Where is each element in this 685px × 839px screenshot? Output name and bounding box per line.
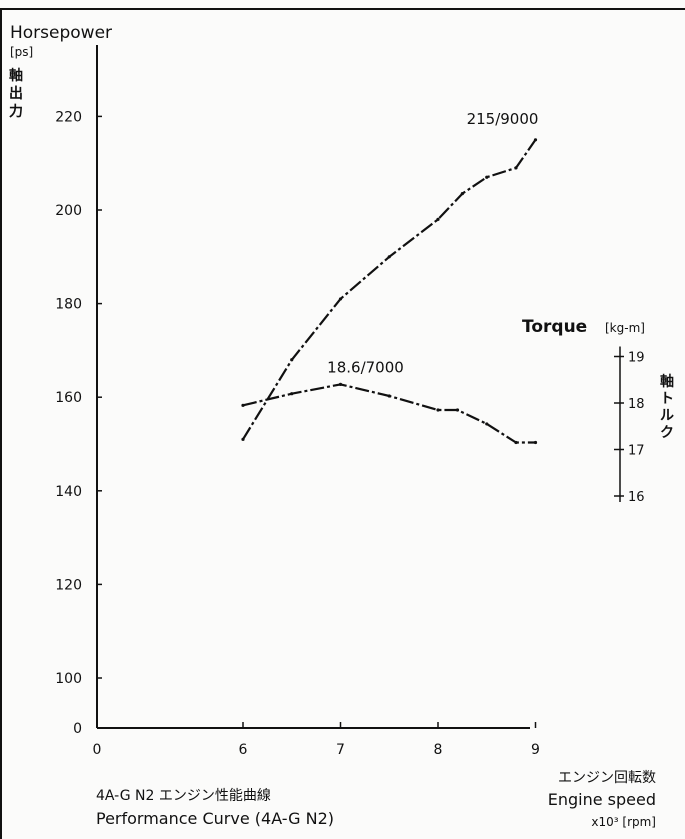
x-tick-label: 0 bbox=[93, 742, 102, 758]
torque-point bbox=[455, 408, 460, 412]
horsepower-point bbox=[485, 175, 489, 179]
x-axis-label-jp: エンジン回転数 bbox=[558, 770, 656, 786]
left-border-line bbox=[0, 8, 2, 839]
horsepower-point bbox=[338, 297, 343, 301]
torque-point bbox=[533, 440, 538, 445]
horsepower-point bbox=[436, 217, 440, 221]
x-tick-label: 9 bbox=[531, 742, 540, 758]
y-left-tick-label: 140 bbox=[55, 484, 82, 500]
y-left-tick-label: 220 bbox=[55, 109, 82, 125]
horsepower-point bbox=[514, 166, 518, 170]
y-left-tick-label: 200 bbox=[55, 203, 82, 219]
y-right-jp-char: ル bbox=[660, 408, 674, 424]
y-left-tick-label: 120 bbox=[55, 577, 82, 593]
x-axis-unit: x10³ [rpm] bbox=[591, 815, 656, 829]
torque-point bbox=[387, 394, 391, 398]
horsepower-point bbox=[290, 358, 294, 362]
y-left-jp-char: 力 bbox=[9, 103, 23, 120]
x-tick-label: 6 bbox=[239, 742, 248, 758]
y-right-tick-label: 17 bbox=[628, 444, 645, 459]
horsepower-point bbox=[460, 192, 464, 196]
y-left-jp-char: 出 bbox=[9, 85, 23, 102]
torque-point bbox=[436, 408, 440, 412]
y-right-jp-char: ク bbox=[660, 425, 674, 441]
horsepower-point bbox=[241, 437, 245, 441]
y-right-tick-label: 19 bbox=[628, 351, 645, 366]
horsepower-line bbox=[242, 139, 537, 440]
torque-point bbox=[514, 440, 518, 445]
x-tick-label: 7 bbox=[336, 742, 345, 758]
torque-point bbox=[485, 422, 489, 426]
x-tick-label: 8 bbox=[434, 742, 443, 758]
y-right-jp-char: 軸 bbox=[660, 373, 674, 390]
x-axis-label-en: Engine speed bbox=[548, 790, 656, 809]
top-border-line bbox=[0, 8, 685, 10]
y-right-title: Torque bbox=[522, 317, 587, 337]
y-left-unit: [ps] bbox=[10, 45, 33, 59]
y-left-tick-label: 160 bbox=[55, 390, 82, 406]
y-right-jp-char: ト bbox=[660, 391, 674, 407]
peak-annotation: 215/9000 bbox=[467, 110, 539, 128]
peak-annotation: 18.6/7000 bbox=[327, 358, 404, 376]
horsepower-point bbox=[387, 255, 391, 259]
y-right-unit: [kg-m] bbox=[605, 321, 645, 335]
y-left-tick-label: 100 bbox=[55, 671, 82, 687]
caption-jp: 4A-G N2 エンジン性能曲線 bbox=[96, 788, 271, 804]
y-right-tick-label: 18 bbox=[628, 397, 645, 412]
caption-en: Performance Curve (4A-G N2) bbox=[96, 809, 334, 828]
horsepower-point bbox=[533, 138, 538, 142]
y-left-title: Horsepower bbox=[10, 23, 112, 43]
y-right-tick-label: 16 bbox=[628, 490, 645, 505]
torque-point bbox=[290, 392, 294, 396]
torque-line bbox=[242, 383, 536, 444]
torque-point bbox=[338, 382, 343, 386]
torque-point bbox=[241, 403, 245, 407]
y-left-tick-label: 180 bbox=[55, 297, 82, 313]
y-left-zero-label: 0 bbox=[73, 721, 82, 737]
y-left-jp-char: 軸 bbox=[9, 67, 23, 84]
